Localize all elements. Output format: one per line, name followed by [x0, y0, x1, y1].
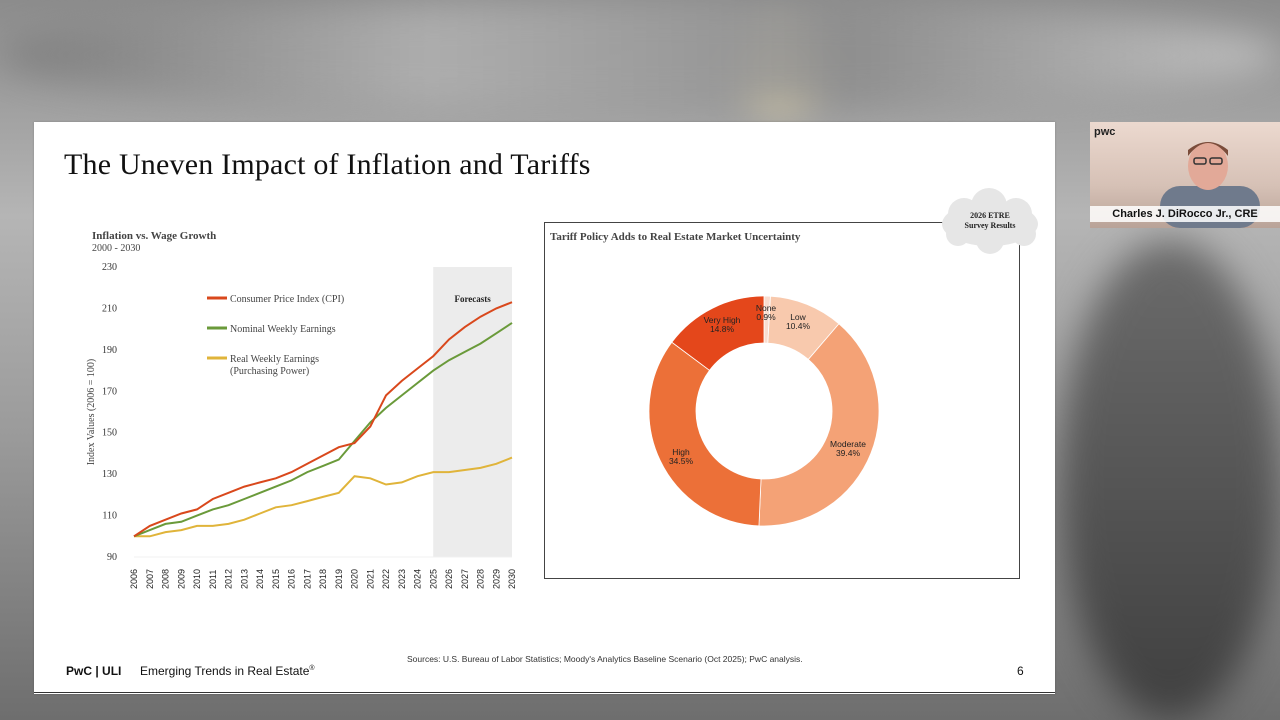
slice-label: Very High: [704, 315, 741, 325]
x-tick-label: 2018: [318, 569, 328, 589]
badge-line1: 2026 ETRE: [970, 211, 1010, 220]
y-tick-label: 210: [102, 303, 117, 314]
legend-label: Consumer Price Index (CPI): [230, 294, 344, 305]
x-tick-label: 2013: [239, 569, 249, 589]
slice-value-label: 34.5%: [669, 456, 694, 466]
webcam-feed[interactable]: pwc Charles J. DiRocco Jr., CRE: [1090, 122, 1280, 228]
participant-name: Charles J. DiRocco Jr., CRE: [1090, 206, 1280, 222]
x-tick-label: 2021: [365, 569, 375, 589]
y-tick-label: 110: [102, 511, 117, 522]
line-chart-subtitle: 2000 - 2030: [92, 243, 140, 254]
footer-publication-text: Emerging Trends in Real Estate: [140, 664, 310, 678]
y-tick-label: 90: [107, 552, 117, 563]
pwc-logo: pwc: [1094, 126, 1116, 138]
line-chart-title: Inflation vs. Wage Growth: [92, 230, 216, 242]
x-tick-label: 2012: [224, 569, 234, 589]
background-shape: [1060, 240, 1280, 720]
x-tick-label: 2017: [302, 569, 312, 589]
y-tick-label: 150: [102, 428, 117, 439]
y-tick-label: 170: [102, 386, 117, 397]
forecast-shade: [433, 267, 512, 557]
footer-brand: PwC | ULI: [66, 664, 122, 678]
cloud-icon: 2026 ETRE Survey Results: [942, 188, 1038, 254]
footer-divider: [34, 692, 1055, 693]
x-tick-label: 2023: [397, 569, 407, 589]
y-tick-label: 230: [102, 262, 117, 273]
x-tick-label: 2008: [161, 569, 171, 589]
slice-label: Low: [790, 312, 806, 322]
forecast-label: Forecasts: [454, 294, 491, 304]
x-tick-label: 2020: [350, 569, 360, 589]
x-tick-label: 2010: [192, 569, 202, 589]
donut-chart-title: Tariff Policy Adds to Real Estate Market…: [550, 231, 801, 243]
slide-title: The Uneven Impact of Inflation and Tarif…: [64, 148, 591, 181]
x-tick-label: 2019: [334, 569, 344, 589]
badge-line2: Survey Results: [965, 221, 1016, 230]
x-tick-label: 2022: [381, 569, 391, 589]
slice-label: Moderate: [830, 439, 866, 449]
x-tick-label: 2015: [271, 569, 281, 589]
donut-chart-panel: Tariff Policy Adds to Real Estate Market…: [544, 222, 1020, 579]
registered-mark: ®: [309, 665, 315, 672]
survey-badge: 2026 ETRE Survey Results: [934, 182, 1046, 262]
slice-value-label: 10.4%: [786, 321, 811, 331]
footer-sources: Sources: U.S. Bureau of Labor Statistics…: [407, 654, 803, 664]
x-tick-label: 2027: [460, 569, 470, 589]
slice-value-label: 14.8%: [710, 324, 735, 334]
x-tick-label: 2014: [255, 569, 265, 589]
donut-slice: [648, 341, 762, 527]
x-tick-label: 2026: [444, 569, 454, 589]
x-tick-label: 2016: [287, 569, 297, 589]
presentation-slide: The Uneven Impact of Inflation and Tarif…: [34, 122, 1055, 694]
x-tick-label: 2009: [176, 569, 186, 589]
donut-slice: [758, 323, 880, 527]
y-axis-label: Index Values (2006 = 100): [86, 359, 97, 466]
x-tick-label: 2006: [129, 569, 139, 589]
x-tick-label: 2025: [428, 569, 438, 589]
x-tick-label: 2011: [208, 570, 218, 589]
slice-value-label: 0.9%: [756, 312, 776, 322]
legend-label-line: (Purchasing Power): [230, 366, 309, 377]
x-tick-label: 2007: [145, 569, 155, 589]
y-tick-label: 190: [102, 345, 117, 356]
legend-label: Real Weekly Earnings (Purchasing Power): [230, 354, 319, 377]
x-tick-label: 2030: [507, 569, 517, 589]
page-number: 6: [1017, 664, 1024, 678]
slice-value-label: 39.4%: [836, 448, 861, 458]
series-line: [134, 456, 513, 538]
x-tick-label: 2028: [476, 569, 486, 589]
series-line: [133, 301, 513, 538]
legend-label-line: Real Weekly Earnings: [230, 354, 319, 365]
slice-label: High: [672, 447, 690, 457]
series-line: [133, 322, 513, 538]
footer-publication: Emerging Trends in Real Estate®: [140, 664, 315, 678]
x-tick-label: 2024: [413, 569, 423, 589]
background-shape: [0, 0, 1280, 110]
donut-slice: [671, 295, 765, 371]
y-tick-label: 130: [102, 469, 117, 480]
x-tick-label: 2029: [491, 569, 501, 589]
legend-label: Nominal Weekly Earnings: [230, 324, 336, 335]
slice-label: None: [756, 303, 777, 313]
line-chart: Forecasts Inflation vs. Wage Growth 2000 -…: [74, 222, 544, 702]
